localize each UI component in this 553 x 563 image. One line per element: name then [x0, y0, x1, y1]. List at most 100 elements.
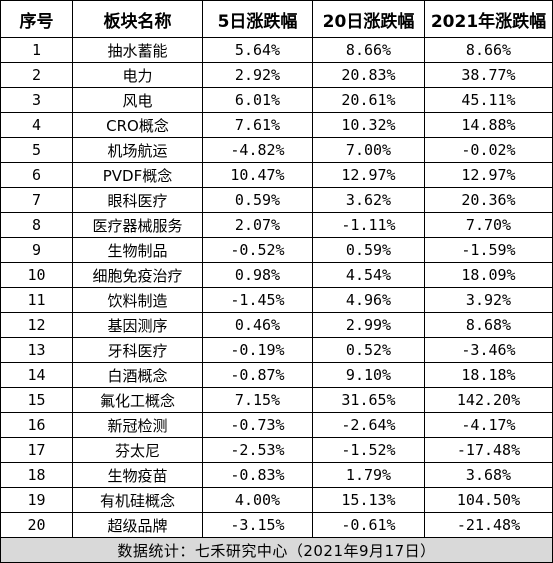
table-row: 14 白酒概念 -0.87% 9.10% 18.18%	[0, 362, 553, 388]
cell-sector-name: 抽水蓄能	[72, 37, 203, 63]
cell-sector-name: 电力	[72, 62, 203, 88]
cell-index: 20	[0, 512, 73, 538]
cell-sector-name: 白酒概念	[72, 362, 203, 388]
cell-index: 17	[0, 437, 73, 463]
cell-2021-change: 104.50%	[424, 487, 553, 513]
cell-sector-name: 氟化工概念	[72, 387, 203, 413]
header-5day-change: 5日涨跌幅	[202, 0, 313, 38]
cell-20day-change: 8.66%	[312, 37, 425, 63]
cell-5day-change: -3.15%	[202, 512, 313, 538]
cell-2021-change: 38.77%	[424, 62, 553, 88]
table-row: 16 新冠检测 -0.73% -2.64% -4.17%	[0, 412, 553, 438]
table-row: 17 芬太尼 -2.53% -1.52% -17.48%	[0, 437, 553, 463]
table-row: 10 细胞免疫治疗 0.98% 4.54% 18.09%	[0, 262, 553, 288]
cell-5day-change: 5.64%	[202, 37, 313, 63]
table-body: 1 抽水蓄能 5.64% 8.66% 8.66% 2 电力 2.92% 20.83% 38.77%…	[0, 37, 553, 538]
table-row: 15 氟化工概念 7.15% 31.65% 142.20%	[0, 387, 553, 413]
cell-index: 5	[0, 137, 73, 163]
cell-20day-change: -0.61%	[312, 512, 425, 538]
cell-5day-change: -4.82%	[202, 137, 313, 163]
cell-5day-change: 0.59%	[202, 187, 313, 213]
table-row: 5 机场航运 -4.82% 7.00% -0.02%	[0, 137, 553, 163]
cell-sector-name: 有机硅概念	[72, 487, 203, 513]
header-sector-name: 板块名称	[72, 0, 203, 38]
cell-20day-change: 31.65%	[312, 387, 425, 413]
table-row: 19 有机硅概念 4.00% 15.13% 104.50%	[0, 487, 553, 513]
cell-5day-change: 6.01%	[202, 87, 313, 113]
cell-sector-name: 生物制品	[72, 237, 203, 263]
header-index: 序号	[0, 0, 73, 38]
header-row: 序号 板块名称 5日涨跌幅 20日涨跌幅 2021年涨跌幅	[0, 0, 553, 38]
cell-2021-change: -21.48%	[424, 512, 553, 538]
cell-2021-change: -17.48%	[424, 437, 553, 463]
cell-index: 8	[0, 212, 73, 238]
cell-sector-name: PVDF概念	[72, 162, 203, 188]
cell-2021-change: -1.59%	[424, 237, 553, 263]
table-row: 20 超级品牌 -3.15% -0.61% -21.48%	[0, 512, 553, 538]
cell-20day-change: 1.79%	[312, 462, 425, 488]
cell-2021-change: 12.97%	[424, 162, 553, 188]
cell-sector-name: 医疗器械服务	[72, 212, 203, 238]
cell-5day-change: -0.87%	[202, 362, 313, 388]
table-row: 9 生物制品 -0.52% 0.59% -1.59%	[0, 237, 553, 263]
cell-sector-name: 新冠检测	[72, 412, 203, 438]
cell-5day-change: 0.98%	[202, 262, 313, 288]
cell-5day-change: -0.83%	[202, 462, 313, 488]
cell-20day-change: 0.59%	[312, 237, 425, 263]
table-row: 2 电力 2.92% 20.83% 38.77%	[0, 62, 553, 88]
cell-2021-change: 7.70%	[424, 212, 553, 238]
cell-2021-change: 142.20%	[424, 387, 553, 413]
cell-2021-change: 14.88%	[424, 112, 553, 138]
cell-index: 16	[0, 412, 73, 438]
table-row: 6 PVDF概念 10.47% 12.97% 12.97%	[0, 162, 553, 188]
cell-20day-change: -2.64%	[312, 412, 425, 438]
cell-5day-change: 2.07%	[202, 212, 313, 238]
table-row: 1 抽水蓄能 5.64% 8.66% 8.66%	[0, 37, 553, 63]
cell-index: 2	[0, 62, 73, 88]
cell-2021-change: 8.68%	[424, 312, 553, 338]
cell-5day-change: -0.73%	[202, 412, 313, 438]
cell-index: 7	[0, 187, 73, 213]
cell-index: 3	[0, 87, 73, 113]
header-20day-change: 20日涨跌幅	[312, 0, 425, 38]
cell-2021-change: 8.66%	[424, 37, 553, 63]
header-2021-change: 2021年涨跌幅	[424, 0, 553, 38]
cell-sector-name: 芬太尼	[72, 437, 203, 463]
cell-5day-change: -1.45%	[202, 287, 313, 313]
cell-5day-change: -2.53%	[202, 437, 313, 463]
cell-2021-change: 18.09%	[424, 262, 553, 288]
cell-sector-name: 风电	[72, 87, 203, 113]
cell-20day-change: 20.83%	[312, 62, 425, 88]
cell-5day-change: 7.15%	[202, 387, 313, 413]
cell-sector-name: 超级品牌	[72, 512, 203, 538]
table-row: 7 眼科医疗 0.59% 3.62% 20.36%	[0, 187, 553, 213]
cell-sector-name: 基因测序	[72, 312, 203, 338]
table-row: 3 风电 6.01% 20.61% 45.11%	[0, 87, 553, 113]
cell-2021-change: 20.36%	[424, 187, 553, 213]
cell-20day-change: 10.32%	[312, 112, 425, 138]
cell-index: 13	[0, 337, 73, 363]
cell-index: 4	[0, 112, 73, 138]
cell-2021-change: -4.17%	[424, 412, 553, 438]
cell-sector-name: 生物疫苗	[72, 462, 203, 488]
cell-5day-change: 10.47%	[202, 162, 313, 188]
cell-2021-change: 45.11%	[424, 87, 553, 113]
cell-index: 15	[0, 387, 73, 413]
cell-20day-change: 9.10%	[312, 362, 425, 388]
table-row: 12 基因测序 0.46% 2.99% 8.68%	[0, 312, 553, 338]
table-row: 8 医疗器械服务 2.07% -1.11% 7.70%	[0, 212, 553, 238]
cell-sector-name: 眼科医疗	[72, 187, 203, 213]
cell-5day-change: -0.52%	[202, 237, 313, 263]
cell-index: 18	[0, 462, 73, 488]
cell-20day-change: 2.99%	[312, 312, 425, 338]
cell-index: 19	[0, 487, 73, 513]
cell-20day-change: 7.00%	[312, 137, 425, 163]
cell-20day-change: 12.97%	[312, 162, 425, 188]
cell-2021-change: 3.92%	[424, 287, 553, 313]
cell-20day-change: -1.52%	[312, 437, 425, 463]
table-row: 13 牙科医疗 -0.19% 0.52% -3.46%	[0, 337, 553, 363]
cell-2021-change: -3.46%	[424, 337, 553, 363]
cell-index: 1	[0, 37, 73, 63]
cell-index: 11	[0, 287, 73, 313]
